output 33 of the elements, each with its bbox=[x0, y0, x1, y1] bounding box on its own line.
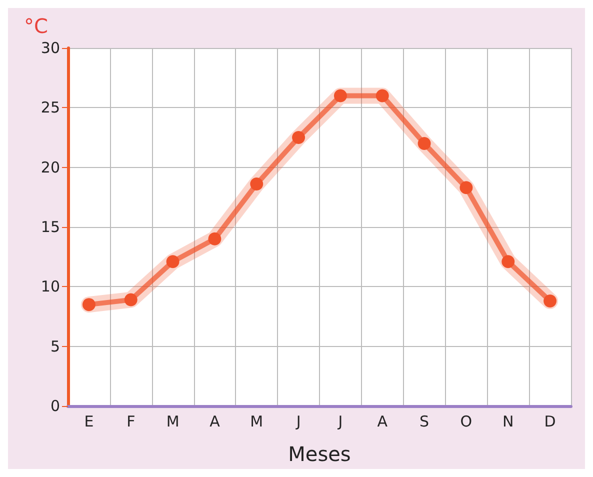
y-tick-label: 25 bbox=[40, 98, 60, 117]
x-tick-label: J bbox=[295, 412, 301, 430]
x-tick-label: D bbox=[544, 412, 556, 430]
y-tick-label: 0 bbox=[50, 397, 60, 415]
x-tick-label: M bbox=[250, 412, 264, 430]
x-tick-label: A bbox=[210, 412, 221, 430]
point bbox=[124, 293, 138, 306]
x-tick-label: N bbox=[502, 412, 514, 430]
y-tick-label: 30 bbox=[40, 39, 60, 57]
point bbox=[376, 89, 389, 102]
y-tick-label: 10 bbox=[40, 278, 60, 296]
x-tick-label: S bbox=[420, 412, 430, 430]
x-tick-label: O bbox=[460, 412, 472, 430]
point bbox=[82, 298, 96, 312]
point bbox=[418, 136, 431, 150]
y-tick-label: 5 bbox=[50, 337, 60, 356]
y-tick-label: 15 bbox=[40, 218, 60, 236]
point bbox=[460, 181, 473, 194]
point bbox=[334, 89, 347, 102]
x-tick-label: E bbox=[84, 412, 94, 430]
x-tick-label: F bbox=[126, 412, 136, 430]
x-tick-label: M bbox=[166, 412, 180, 430]
y-tick-label: 20 bbox=[40, 158, 60, 176]
point bbox=[166, 255, 180, 268]
point bbox=[292, 131, 306, 144]
y-axis-title: °C bbox=[24, 14, 48, 38]
x-tick-label: A bbox=[377, 412, 388, 430]
point bbox=[544, 294, 557, 308]
point bbox=[502, 255, 515, 268]
point bbox=[208, 232, 222, 246]
x-axis-title: Meses bbox=[288, 442, 351, 466]
point bbox=[250, 178, 264, 191]
x-tick-label: J bbox=[337, 412, 343, 430]
